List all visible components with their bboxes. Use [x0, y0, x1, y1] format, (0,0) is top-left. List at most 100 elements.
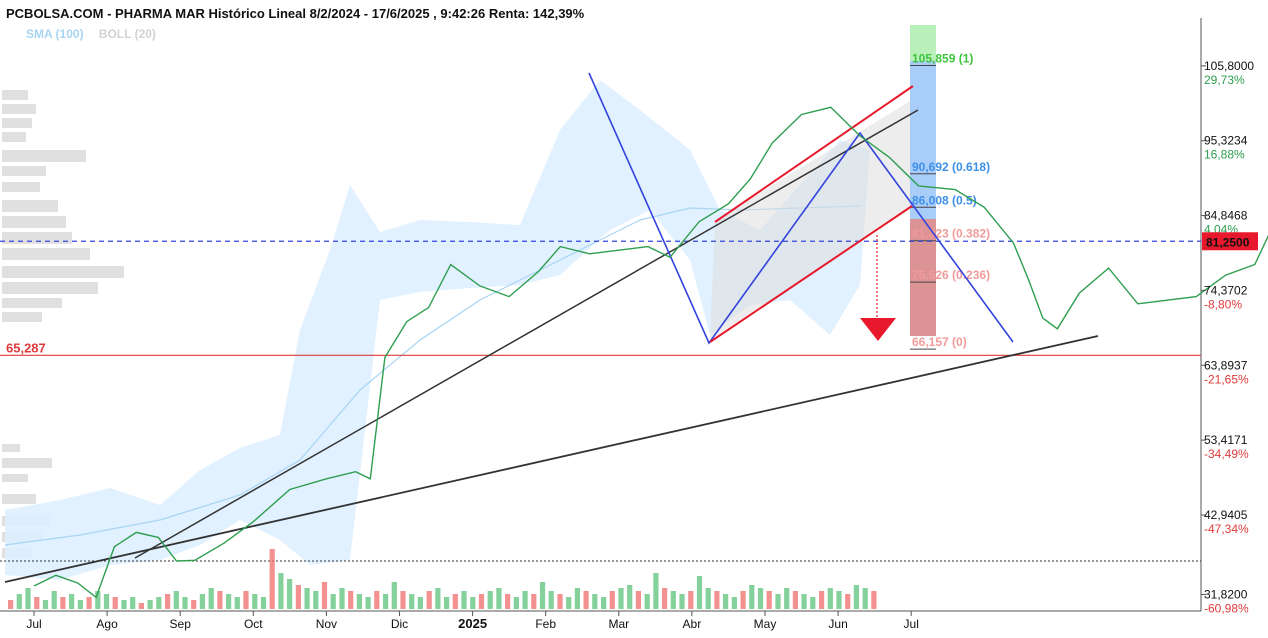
- volume-bar: [836, 591, 842, 609]
- fib-level-label: 86,008 (0.5): [912, 193, 977, 207]
- volume-bar: [191, 600, 197, 609]
- volume-bar: [182, 597, 188, 609]
- volume-bar: [278, 573, 284, 609]
- volume-bar: [16, 594, 22, 609]
- channel-upper-red: [714, 85, 914, 223]
- volume-bar: [208, 588, 214, 609]
- x-tick-label: Sep: [170, 617, 192, 631]
- x-tick-label: Oct: [244, 617, 263, 631]
- volume-bar: [269, 549, 275, 609]
- x-tick-label: Mar: [608, 617, 629, 631]
- volume-bar: [801, 594, 807, 609]
- volume-bar: [784, 588, 790, 609]
- volume-bar: [696, 576, 703, 609]
- trendline-black-long: [4, 335, 1099, 583]
- y-tick-label: 31,8200: [1204, 587, 1248, 601]
- volume-bar: [478, 594, 485, 609]
- volume-bar: [42, 600, 49, 609]
- volume-bar: [444, 597, 450, 609]
- volume-bar: [792, 591, 798, 609]
- volume-bar: [130, 597, 136, 609]
- volume-bar: [69, 594, 75, 609]
- y-tick-pct: 29,73%: [1204, 73, 1245, 87]
- volume-bar: [112, 597, 118, 609]
- volume-bar: [757, 588, 764, 609]
- volume-bar: [383, 594, 389, 609]
- fib-level-label: 66,157 (0): [912, 335, 967, 349]
- volume-bar: [426, 591, 432, 609]
- volume-bar: [313, 591, 319, 609]
- fib-level-label: 105,859 (1): [912, 51, 973, 65]
- volume-bar: [714, 591, 720, 609]
- y-tick-pct: -8,80%: [1204, 297, 1242, 311]
- current-price-tag: [1202, 232, 1258, 251]
- volume-bar: [330, 594, 336, 609]
- volume-bar: [295, 585, 301, 609]
- volume-bar: [522, 591, 528, 609]
- x-tick-label: Feb: [535, 617, 556, 631]
- volume-bar: [199, 594, 205, 609]
- volume-bar: [400, 591, 406, 609]
- volume-bar: [304, 588, 310, 609]
- x-tick-label: Ago: [96, 617, 118, 631]
- fib-level-label: 81,323 (0.382): [912, 227, 990, 241]
- volume-bar: [60, 597, 66, 609]
- x-tick-label: Dic: [391, 617, 408, 631]
- volume-bar: [51, 591, 57, 609]
- volume-bar: [260, 597, 267, 609]
- legend-item-1: BOLL (20): [99, 27, 156, 41]
- volume-bar: [775, 594, 781, 609]
- volume-bar: [138, 603, 144, 609]
- y-tick-pct: -47,34%: [1204, 522, 1249, 536]
- volume-bar: [609, 591, 615, 609]
- target-arrow-icon: [860, 318, 896, 341]
- volume-bar: [391, 582, 397, 609]
- volume-bar: [740, 591, 746, 609]
- volume-bar: [583, 591, 589, 609]
- volume-bar: [845, 594, 851, 609]
- volume-bar: [287, 579, 293, 609]
- bollinger-band: [5, 80, 870, 580]
- volume-bar: [95, 591, 101, 609]
- volume-bar: [819, 591, 825, 609]
- volume-bar: [871, 591, 877, 609]
- volume-bar: [513, 597, 519, 609]
- x-tick-label: Nov: [316, 617, 337, 631]
- fib-level-label: 75,526 (0.236): [912, 268, 990, 282]
- y-tick-label: 53,4171: [1204, 433, 1248, 447]
- y-tick-label: 105,8000: [1204, 59, 1254, 73]
- volume-bar: [505, 594, 511, 609]
- volume-bar: [34, 597, 40, 609]
- volume-bar: [470, 597, 476, 609]
- volume-bar: [8, 600, 14, 609]
- fibonacci-column: [910, 25, 936, 336]
- volume-bar: [226, 594, 232, 609]
- volume-bar: [688, 591, 694, 609]
- y-tick-pct: -60,98%: [1204, 601, 1249, 615]
- volume-bar: [705, 588, 711, 609]
- support-label: 65,287: [6, 340, 46, 355]
- volume-bar: [348, 591, 354, 609]
- volume-bar: [374, 591, 380, 609]
- volume-bar: [644, 594, 650, 609]
- volume-bar: [592, 594, 598, 609]
- current-price-label: 81,2500: [1206, 235, 1250, 249]
- volume-bar: [252, 594, 258, 609]
- volume-bar: [417, 597, 423, 609]
- volume-bar: [531, 594, 537, 609]
- volume-bar: [234, 597, 240, 609]
- price-series-line: [33, 106, 1268, 599]
- legend-item-0: SMA (100): [26, 27, 84, 41]
- volume-bar: [679, 594, 685, 609]
- chart-title: PCBOLSA.COM - PHARMA MAR Histórico Linea…: [6, 6, 585, 21]
- volume-bar: [635, 591, 641, 609]
- volume-bar: [173, 591, 179, 609]
- volume-bar: [103, 594, 110, 609]
- volume-bar: [653, 573, 659, 609]
- volume-bar: [601, 597, 607, 609]
- x-tick-label: 2025: [458, 616, 487, 631]
- x-tick-label: Jul: [26, 617, 41, 631]
- trendline-black-steep: [134, 109, 919, 559]
- volume-bar: [670, 591, 676, 609]
- x-tick-label: May: [754, 617, 777, 631]
